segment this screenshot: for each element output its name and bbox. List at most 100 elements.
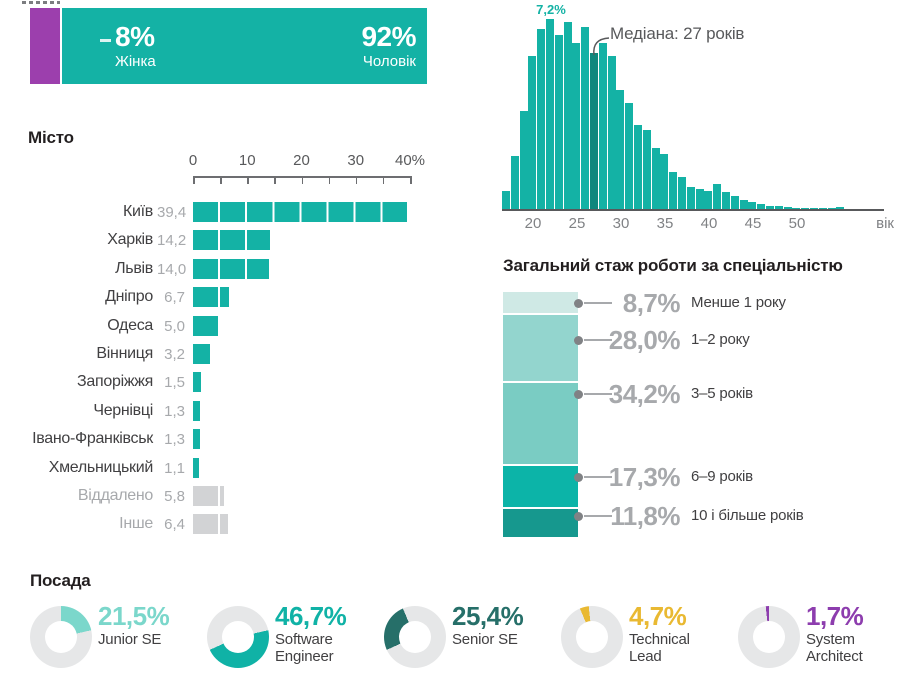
- experience-segment-1: [503, 314, 578, 381]
- histogram-bar-age-51: [801, 208, 810, 209]
- experience-label: 6–9 років: [691, 468, 753, 485]
- donut-hole: [45, 621, 77, 653]
- position-donut-group-4: 1,7% System Architect: [738, 596, 900, 680]
- experience-label: 1–2 року: [691, 331, 750, 348]
- city-value-label: 6,4: [164, 516, 185, 534]
- city-row-7: Чернівці 1,3: [10, 400, 440, 422]
- histogram-bar-age-55: [836, 207, 845, 209]
- donut-hole: [576, 621, 608, 653]
- experience-percent: 17,3%: [608, 462, 681, 492]
- histogram-axis-tick-label: 45: [744, 215, 762, 232]
- position-donut-group-2: 25,4% Senior SE: [384, 596, 558, 680]
- position-percent: 21,5%: [98, 601, 170, 631]
- histogram-bar-age-27: [590, 53, 598, 209]
- position-label: Senior SE: [452, 631, 518, 648]
- position-donut-group-0: 21,5% Junior SE: [30, 596, 204, 680]
- city-name-label: Дніпро: [105, 288, 153, 306]
- histogram-bar-age-25: [572, 42, 581, 209]
- histogram-bar-age-43: [730, 195, 739, 209]
- histogram-bar-age-42: [722, 191, 730, 209]
- age-axis-label: вік: [876, 215, 894, 232]
- male-label: Чоловік: [362, 53, 416, 70]
- city-name-label: Київ: [122, 203, 153, 220]
- histogram-bars: [502, 0, 900, 209]
- city-chart-title: Місто: [28, 128, 74, 147]
- city-axis: 0 10 20 30 40%: [189, 0, 433, 200]
- donut-hole: [222, 621, 254, 653]
- gender-bar-female-segment: [30, 8, 60, 84]
- city-name-label: Івано-Франківськ: [32, 430, 153, 448]
- city-bar: [193, 457, 199, 478]
- city-bar: [193, 344, 211, 364]
- city-bar: [193, 202, 407, 222]
- histogram-bar-age-44: [739, 199, 748, 209]
- donut-chart-4: [738, 606, 800, 668]
- experience-label: 3–5 років: [691, 385, 753, 402]
- city-bar: [193, 315, 221, 336]
- histogram-bar-age-26: [581, 26, 590, 209]
- experience-connector-line: [584, 515, 612, 517]
- position-label: System Architect: [806, 631, 863, 665]
- city-value-label: 1,3: [164, 431, 185, 449]
- city-name-label: Запоріжжя: [77, 373, 153, 391]
- city-bar: [193, 230, 271, 251]
- histogram-bar-age-18: [510, 156, 519, 209]
- experience-stacked-bar: [503, 292, 578, 537]
- position-text-1: 46,7% Software Engineer: [275, 602, 375, 665]
- city-value-label: 5,0: [164, 317, 185, 335]
- city-row-2: Львів 14,0: [10, 258, 440, 280]
- city-name-label: Хмельницький: [48, 458, 154, 476]
- position-text-4: 1,7% System Architect: [806, 602, 900, 665]
- female-label: Жінка: [115, 53, 156, 70]
- histogram-bar-age-41: [713, 183, 722, 209]
- position-percent: 25,4%: [452, 601, 524, 631]
- experience-percent: 34,2%: [608, 379, 681, 409]
- histogram-axis-tick-label: 25: [568, 215, 586, 232]
- experience-connector-line: [584, 476, 612, 478]
- position-label: Software Engineer: [275, 631, 334, 665]
- histogram-bar-age-34: [651, 148, 660, 209]
- city-axis-tick: [382, 176, 385, 184]
- position-donut-group-1: 46,7% Software Engineer: [207, 596, 381, 680]
- city-row-9: Хмельницький 1,1: [10, 457, 440, 479]
- histogram-bar-age-47: [766, 205, 774, 209]
- experience-segment-2: [503, 382, 578, 465]
- experience-label: Менше 1 року: [691, 294, 786, 311]
- histogram-bar-age-23: [554, 34, 563, 209]
- city-name-label: Інше: [119, 515, 153, 533]
- histogram-bar-age-49: [783, 206, 792, 209]
- experience-connector-line: [584, 302, 612, 304]
- histogram-bar-age-38: [686, 186, 695, 209]
- city-axis-tick-label: 30: [347, 152, 365, 169]
- histogram-bar-age-36: [669, 172, 678, 209]
- histogram-bar-age-48: [774, 206, 783, 209]
- male-percent: 92%: [361, 21, 416, 52]
- experience-connector-dot: [574, 298, 583, 308]
- city-bar: [193, 514, 228, 535]
- gender-female-labels: 8% Жінка: [115, 21, 156, 71]
- histogram-axis-tick-label: 35: [656, 215, 674, 232]
- city-value-label: 1,3: [164, 402, 185, 420]
- gender-male-labels: 92% Чоловік: [361, 21, 416, 71]
- experience-connector-dot: [574, 389, 583, 399]
- city-axis-tick: [410, 176, 412, 184]
- city-name-label: Харків: [107, 231, 153, 249]
- position-donut-group-3: 4,7% Technical Lead: [561, 596, 735, 680]
- histogram-bar-age-32: [634, 124, 642, 209]
- experience-connector-dot: [574, 472, 583, 482]
- city-name-label: Віддалено: [77, 487, 153, 504]
- donut-hole: [399, 621, 431, 653]
- histogram-axis-tick-label: 30: [612, 215, 630, 232]
- city-name-label: Одеса: [107, 316, 153, 334]
- gender-chart: 8% Жінка 92% Чоловік: [22, 1, 427, 84]
- experience-connector-dot: [574, 335, 583, 345]
- city-axis-tick: [355, 176, 358, 184]
- position-donuts: 21,5% Junior SE 46,7% Software Engineer 25,4…: [30, 596, 900, 680]
- donut-chart-0: [30, 606, 92, 668]
- histogram-bar-age-21: [537, 29, 546, 209]
- experience-segment-0: [503, 292, 578, 313]
- city-row-10: Віддалено 5,8: [10, 485, 440, 507]
- position-label: Junior SE: [98, 631, 162, 648]
- position-label: Technical Lead: [629, 631, 690, 665]
- female-percent: 8%: [115, 21, 155, 52]
